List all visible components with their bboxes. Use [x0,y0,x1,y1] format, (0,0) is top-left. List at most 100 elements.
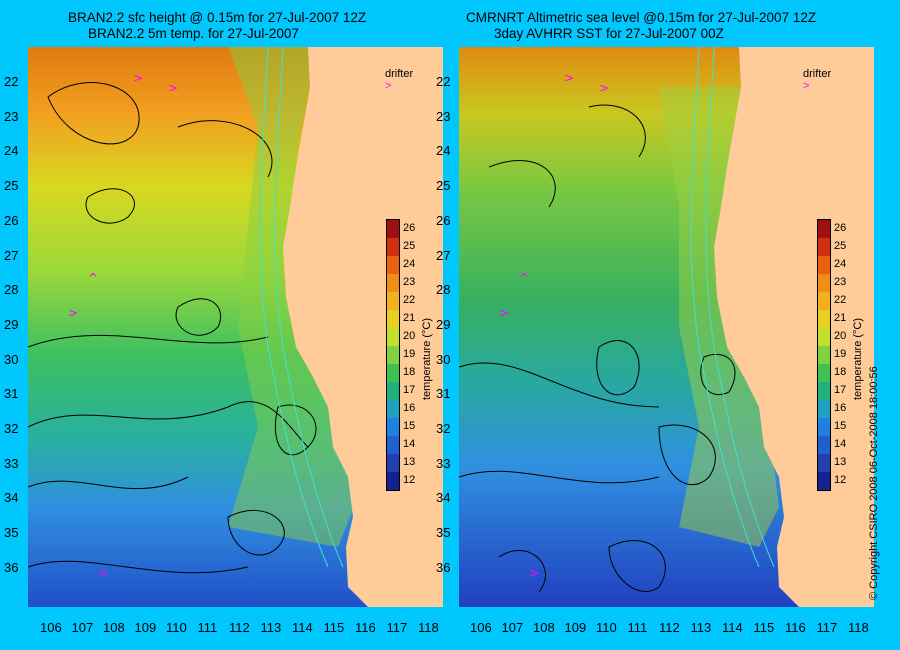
lon-tick-label: 114 [722,620,743,635]
colorbar-swatch [387,382,399,401]
colorbar-swatch [387,310,399,329]
lon-tick-label: 112 [659,620,680,635]
lat-tick-label: 36 [4,559,19,575]
colorbar-swatch [818,310,830,329]
colorbar-tick-label: 12 [834,474,847,486]
colorbar-swatch [818,400,830,419]
lat-tick-label: 29 [4,316,19,332]
lat-tick-label: 22 [436,74,451,89]
drifter-arrow-icon: > [168,81,178,95]
drifter-arrow-icon: > [68,306,78,320]
right-land [714,47,874,607]
lat-tick-label: 22 [4,74,19,89]
lon-tick-label: 107 [71,620,94,635]
left-title-line2: BRAN2.2 5m temp. for 27-Jul-2007 [88,26,299,41]
lon-tick-label: 118 [848,620,869,635]
lat-tick-label: 27 [436,247,451,263]
colorbar-tick-label: 14 [403,438,416,450]
lat-tick-label: 28 [436,282,451,298]
lon-tick-label: 111 [197,620,218,635]
right-map-panel[interactable]: > > ^ > > [459,47,874,607]
colorbar-border [817,219,831,491]
lon-tick-label: 111 [627,620,648,635]
colorbar-swatch [818,220,830,239]
colorbar-swatch [387,436,399,455]
right-title-line2: 3day AVHRR SST for 27-Jul-2007 00Z [494,26,724,41]
colorbar-swatch [818,274,830,293]
colorbar-swatch [387,256,399,275]
copyright-text: © Copyright CSIRO 2008 06-Oct-2008 18:00… [868,366,880,600]
lon-tick-label: 115 [323,620,345,635]
lat-tick-label: 31 [4,386,19,402]
lon-tick-label: 117 [386,620,408,635]
colorbar-swatch [387,454,399,473]
lat-tick-label: 25 [436,178,451,194]
colorbar-swatch [818,292,830,311]
colorbar-tick-label: 22 [403,294,416,306]
lon-tick-label: 108 [103,620,125,635]
colorbar-tick-label: 25 [403,240,416,252]
colorbar-swatch [387,418,399,437]
colorbar-tick-label: 26 [834,222,847,234]
colorbar-title: temperature (°C) [852,317,864,400]
colorbar-swatch [387,238,399,257]
drifter-legend-right: drifter > [803,68,832,92]
drifter-arrow-icon: > [98,566,108,580]
colorbar-swatch [387,364,399,383]
lat-tick-label: 30 [436,351,451,367]
lat-tick-label: 29 [436,316,451,332]
lat-tick-label: 23 [436,108,451,124]
lon-tick-label: 108 [533,620,555,635]
right-title-line1: CMRNRT Altimetric sea level @0.15m for 2… [466,10,817,25]
lon-tick-label: 116 [785,620,806,635]
colorbar-tick-label: 16 [834,402,847,414]
lon-tick-label: 113 [260,620,282,635]
colorbar-tick-label: 22 [834,294,847,306]
lat-tick-label: 24 [4,143,19,159]
drifter-arrow-icon: > [133,71,143,85]
left-map-svg: > > ^ > > [28,47,443,607]
colorbar-swatch [818,454,830,473]
lat-tick-label: 30 [4,351,19,367]
lon-tick-label: 106 [40,620,62,635]
lon-tick-label: 109 [564,620,587,635]
lat-tick-label: 32 [4,421,19,436]
lat-tick-label: 23 [4,108,19,124]
colorbar-tick-label: 13 [834,456,847,468]
drifter-arrow-icon: ^ [519,271,529,285]
colorbar-tick-label: 17 [834,384,847,396]
colorbar-tick-label: 19 [403,348,416,360]
lon-tick-label: 115 [753,620,775,635]
lon-tick-label: 113 [690,620,712,635]
colorbar-swatch [818,364,830,383]
colorbar-tick-label: 14 [834,438,847,450]
colorbar-tick-label: 12 [403,474,416,486]
lat-tick-label: 35 [4,525,19,541]
colorbar-swatch [818,328,830,347]
colorbar-tick-label: 13 [403,456,416,468]
lat-tick-label: 26 [4,212,19,228]
drifter-arrow-icon: > [385,80,392,92]
colorbar-tick-label: 16 [403,402,416,414]
colorbar-swatch [818,418,830,437]
colorbar-border [386,219,400,491]
lon-tick-label: 107 [501,620,524,635]
drifter-arrow-icon: > [564,71,574,85]
colorbar-tick-label: 17 [403,384,416,396]
lon-tick-label: 106 [470,620,492,635]
colorbar-swatch [387,346,399,365]
lon-tick-label: 118 [418,620,439,635]
colorbar-tick-label: 26 [403,222,416,234]
lat-tick-label: 32 [436,421,451,436]
left-map-panel[interactable]: > > ^ > > [28,47,443,607]
lon-tick-label: 110 [596,620,617,635]
left-title-line1: BRAN2.2 sfc height @ 0.15m for 27-Jul-20… [68,10,367,25]
lat-tick-label: 26 [436,212,451,228]
lat-tick-label: 34 [4,490,19,506]
colorbar-tick-label: 18 [403,366,416,378]
colorbar-swatch [818,238,830,257]
lon-tick-label: 117 [816,620,838,635]
colorbar-title: temperature (°C) [421,317,433,400]
colorbar-swatch [387,472,399,491]
colorbar-tick-label: 15 [834,420,847,432]
